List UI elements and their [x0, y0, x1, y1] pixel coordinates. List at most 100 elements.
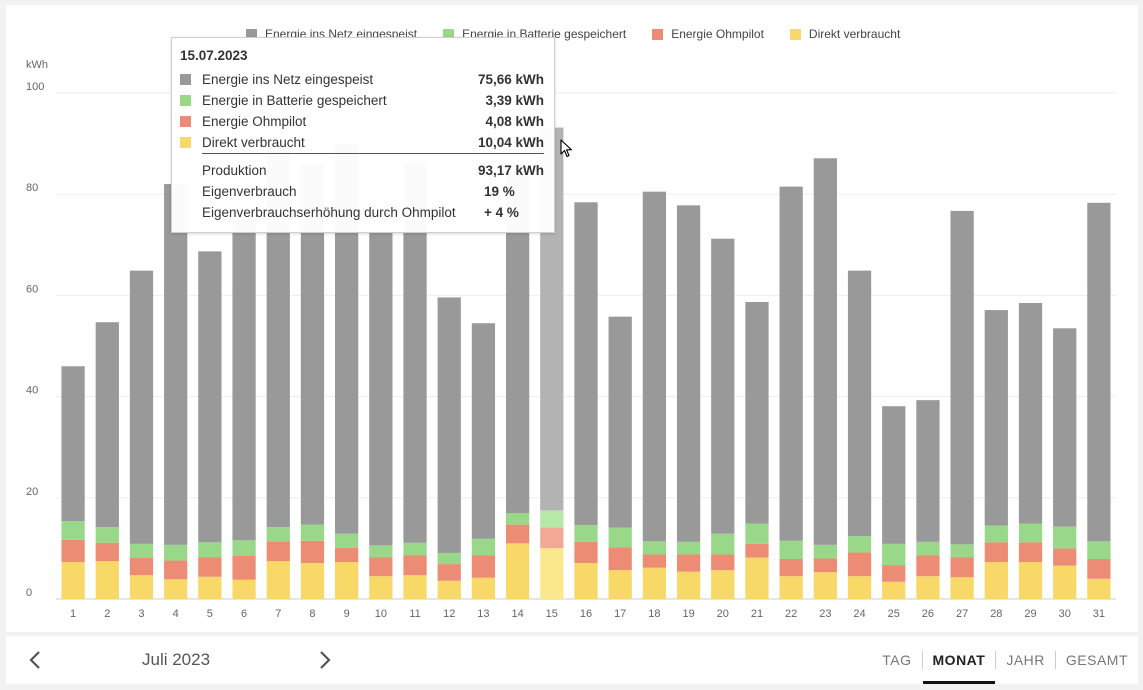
tab-tag[interactable]: TAG [882, 652, 912, 668]
bar-segment-ohmpilot [1018, 542, 1043, 563]
tooltip-row: Energie ins Netz eingespeist 75,66 kWh [180, 69, 544, 89]
bar-segment-grid [882, 406, 906, 544]
x-tick-label: 9 [344, 608, 350, 620]
bar-segment-battery [574, 525, 598, 542]
bar-segment-grid [471, 323, 496, 539]
tooltip-summary-row: Eigenverbrauch 19 % [202, 181, 544, 201]
tab-divider [995, 651, 997, 669]
bar-segment-grid [335, 143, 359, 534]
bar-segment-battery [505, 512, 530, 525]
bar-segment-ohmpilot [266, 541, 290, 562]
tab-jahr[interactable]: JAHR [1006, 652, 1045, 668]
tooltip-label: Direkt verbraucht [202, 134, 305, 150]
x-tick-label: 11 [409, 608, 420, 620]
legend-label: Energie Ohmpilot [671, 27, 764, 41]
bar-segment-battery [1053, 526, 1077, 549]
bar-segment-grid [505, 163, 530, 513]
bar-segment-battery [1087, 541, 1111, 560]
x-tick-label: 25 [888, 608, 900, 620]
period-tabs: TAG MONAT JAHR GESAMT [872, 636, 1138, 684]
tab-divider [921, 651, 923, 669]
bar-segment-grid [847, 270, 872, 537]
tooltip-value: 4,08 kWh [485, 113, 544, 129]
bar-segment-battery [813, 544, 837, 559]
bar-segment-ohmpilot [335, 547, 359, 563]
bar-segment-ohmpilot [505, 524, 530, 544]
bar-segment-battery [950, 544, 974, 558]
bar-segment-grid [676, 205, 701, 542]
bar-segment-direct [1053, 565, 1077, 599]
bar-segment-ohmpilot [916, 555, 940, 577]
x-tick-label: 27 [956, 608, 968, 620]
legend-swatch [789, 28, 801, 40]
tab-monat[interactable]: MONAT [922, 636, 996, 684]
legend-item-ohmpilot[interactable]: Energie Ohmpilot [652, 27, 764, 41]
legend-swatch [443, 28, 455, 40]
tooltip-swatch [180, 136, 191, 148]
tooltip-date: 15.07.2023 [180, 48, 248, 63]
bar-segment-direct [505, 543, 530, 599]
tooltip-summary-value: 93,17 kWh [477, 162, 544, 178]
bar-segment-battery [471, 538, 496, 556]
bar-segment-direct [711, 570, 735, 599]
bar-segment-grid [437, 297, 461, 553]
tooltip-summary-label: Produktion [202, 162, 267, 178]
bar-segment-ohmpilot [129, 558, 154, 576]
bar-segment-direct [779, 576, 803, 599]
bar-segment-grid [266, 143, 290, 528]
chevron-right-icon[interactable] [312, 648, 336, 672]
bar-segment-direct [916, 576, 940, 599]
bar-segment-ohmpilot [608, 547, 632, 571]
y-tick-label: 0 [26, 587, 32, 599]
bar-segment-ohmpilot [745, 543, 769, 558]
bar-segment-ohmpilot [437, 564, 461, 581]
bar-segment-battery [300, 524, 325, 541]
bar-segment-direct [61, 562, 85, 599]
y-tick-label: 40 [26, 385, 38, 397]
x-tick-label: 19 [682, 608, 694, 620]
x-tick-label: 14 [511, 608, 523, 620]
bar-segment-direct [847, 576, 872, 599]
bar-segment-ohmpilot [950, 557, 974, 578]
tooltip-label: Energie in Batterie gespeichert [202, 92, 387, 108]
bar-segment-direct [745, 557, 769, 599]
tab-gesamt[interactable]: GESAMT [1065, 652, 1128, 668]
x-tick-label: 17 [614, 608, 626, 620]
tooltip-swatch [180, 115, 191, 127]
bar-segment-battery [164, 544, 188, 561]
x-tick-label: 12 [443, 608, 455, 620]
bar-segment-direct [608, 570, 632, 599]
bar-segment-direct [574, 563, 598, 599]
bar-segment-grid [1018, 302, 1043, 524]
bar-segment-direct [950, 577, 974, 599]
bar-segment-ohmpilot [300, 540, 325, 564]
legend-item-direct[interactable]: Direkt verbraucht [789, 27, 901, 41]
x-tick-label: 6 [241, 608, 247, 620]
bar-segment-direct [1087, 578, 1111, 599]
bar-segment-direct [198, 576, 222, 599]
x-tick-label: 8 [309, 608, 315, 620]
bar-segment-battery [129, 543, 154, 559]
chevron-left-icon[interactable] [24, 648, 48, 672]
mouse-pointer-icon [560, 139, 573, 158]
x-tick-label: 16 [580, 608, 592, 620]
tooltip-summary-value: 19 % [484, 183, 515, 199]
tooltip-value: 75,66 kWh [477, 71, 544, 87]
period-label: Juli 2023 [142, 650, 211, 669]
bar-segment-direct [369, 576, 393, 599]
y-axis-label: kWh [26, 59, 48, 71]
bar-segment-direct [129, 575, 154, 599]
tooltip-value: 10,04 kWh [477, 134, 544, 150]
bar-segment-ohmpilot [232, 555, 256, 580]
x-tick-label: 5 [207, 608, 213, 620]
legend-label: Direkt verbraucht [808, 27, 901, 41]
bar-segment-direct [984, 562, 1008, 599]
bar-segment-grid [129, 270, 154, 544]
legend-swatch [652, 28, 664, 40]
bar-segment-grid [164, 184, 188, 545]
bar-segment-battery [232, 540, 256, 556]
bar-segment-direct [335, 562, 359, 599]
bar-segment-direct [437, 580, 461, 599]
bar-segment-ohmpilot [164, 560, 188, 580]
